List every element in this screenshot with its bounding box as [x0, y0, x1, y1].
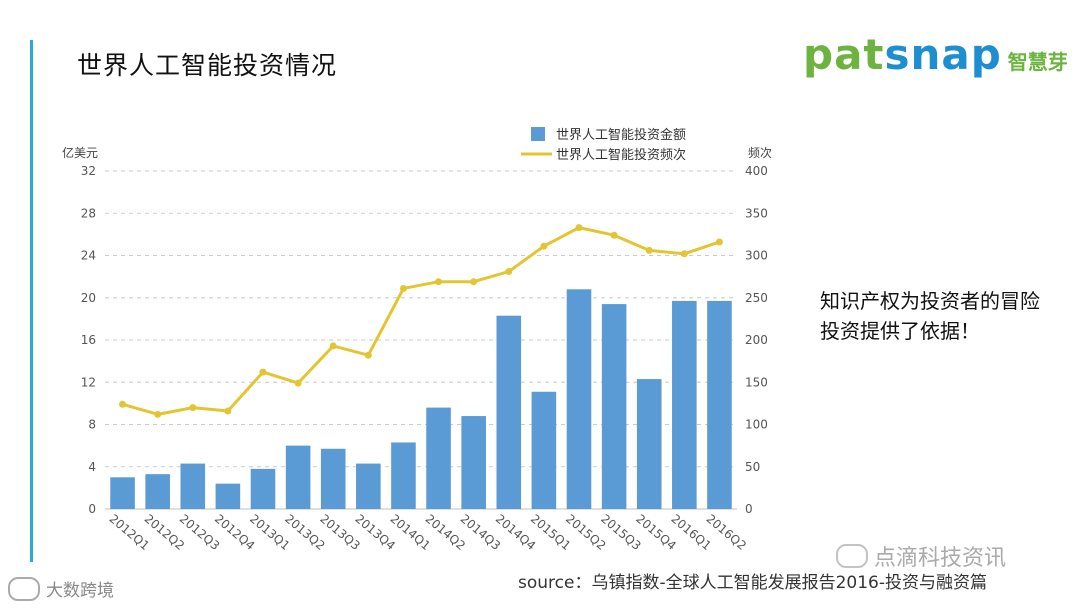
legend-bar-swatch — [531, 127, 545, 141]
legend-line-label: 世界人工智能投资频次 — [556, 147, 686, 163]
frequency-point-2014Q3 — [470, 278, 478, 286]
wechat-icon — [836, 544, 868, 568]
bar-2013Q1 — [250, 468, 276, 509]
bar-2012Q3 — [180, 463, 206, 509]
frequency-point-2012Q4 — [224, 407, 232, 415]
bar-2016Q2 — [707, 300, 732, 509]
patsnap-logo[interactable]: pat snap 智慧芽 — [803, 30, 1068, 90]
frequency-point-2013Q4 — [364, 351, 372, 359]
y2-tick-label: 400 — [745, 164, 768, 178]
bar-2012Q2 — [145, 474, 170, 509]
y-tick-label: 32 — [81, 164, 96, 178]
watermark-left: 大数跨境 — [8, 576, 114, 601]
frequency-point-2014Q1 — [399, 284, 407, 292]
y-tick-label: 24 — [81, 249, 96, 263]
frequency-point-2016Q2 — [715, 238, 723, 246]
logo-word-snap: snap — [884, 30, 1002, 79]
watermark-left-text: 大数跨境 — [46, 581, 114, 601]
bar-2015Q1 — [531, 391, 557, 509]
y2-tick-label: 350 — [745, 206, 768, 220]
y2-tick-label: 100 — [745, 418, 768, 432]
frequency-line — [122, 226, 720, 416]
logo-cn-text: 智慧芽 — [1007, 50, 1068, 74]
source-caption: source：乌镇指数-全球人工智能发展报告2016-投资与融资篇 — [518, 573, 987, 593]
y-tick-label: 8 — [88, 418, 96, 432]
frequency-point-2015Q1 — [540, 242, 548, 250]
y-axis-title: 亿美元 — [62, 145, 98, 160]
frequency-point-2016Q1 — [680, 250, 688, 258]
y2-tick-label: 250 — [745, 291, 768, 305]
frequency-point-2015Q2 — [575, 224, 583, 232]
y-tick-label: 0 — [88, 502, 96, 516]
bar-2015Q2 — [566, 289, 592, 509]
y2-tick-label: 200 — [745, 333, 768, 347]
y-tick-label: 20 — [81, 291, 96, 305]
watermark-right: 点滴科技资讯 — [836, 540, 1006, 572]
page-title: 世界人工智能投资情况 — [77, 51, 338, 80]
bar-2015Q4 — [636, 379, 662, 509]
bar-2014Q4 — [496, 315, 522, 509]
y2-tick-label: 50 — [745, 460, 760, 474]
frequency-point-2013Q1 — [259, 368, 267, 376]
y2-tick-label: 300 — [745, 249, 768, 263]
legend-bar-label: 世界人工智能投资金额 — [556, 127, 686, 143]
logo-word-pat: pat — [803, 30, 885, 79]
bar-2014Q2 — [426, 407, 451, 509]
bar-2016Q1 — [672, 300, 697, 509]
bar-2013Q2 — [285, 445, 311, 509]
bar-2014Q1 — [391, 442, 416, 509]
y2-tick-label: 150 — [745, 375, 768, 389]
bar-2014Q3 — [461, 416, 486, 509]
bar-2013Q4 — [356, 463, 381, 509]
accent-bar — [30, 40, 33, 562]
y2-tick-label: 0 — [745, 502, 753, 516]
bar-2015Q3 — [601, 304, 627, 509]
frequency-point-2012Q3 — [189, 404, 197, 412]
wechat-icon — [8, 576, 40, 601]
y2-axis-title: 频次 — [748, 146, 772, 160]
frequency-point-2014Q4 — [505, 268, 513, 276]
y-tick-label: 4 — [88, 460, 96, 474]
frequency-point-2015Q4 — [645, 246, 653, 254]
y-tick-label: 16 — [81, 333, 96, 347]
frequency-point-2013Q2 — [294, 379, 302, 387]
side-note: 知识产权为投资者的冒险投资提供了依据！ — [820, 289, 1040, 343]
frequency-point-2013Q3 — [329, 342, 337, 350]
frequency-point-2012Q1 — [119, 400, 127, 408]
frequency-point-2012Q2 — [154, 410, 162, 418]
watermark-right-text: 点滴科技资讯 — [874, 546, 1007, 571]
x-tick-label: 2016Q2 — [704, 512, 749, 553]
frequency-point-2015Q3 — [610, 231, 618, 239]
frequency-point-2014Q2 — [435, 278, 443, 286]
bar-2012Q1 — [110, 477, 135, 509]
bar-2013Q3 — [320, 448, 346, 509]
y-tick-label: 12 — [81, 375, 96, 389]
y-tick-label: 28 — [81, 206, 96, 220]
bar-2012Q4 — [215, 483, 241, 509]
